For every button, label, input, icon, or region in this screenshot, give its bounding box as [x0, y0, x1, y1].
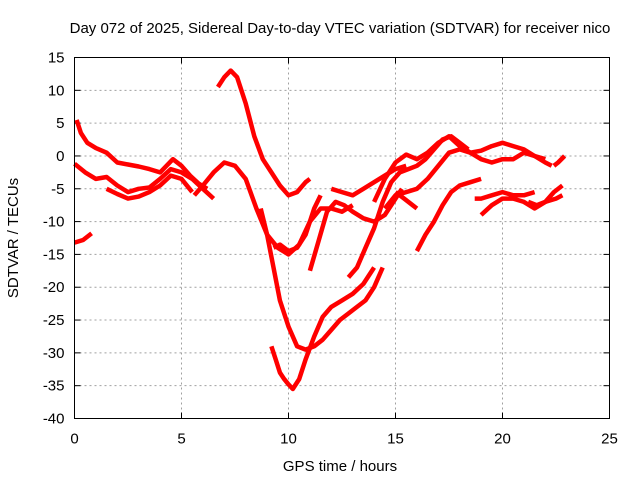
series-line-track-t [552, 154, 567, 168]
series-line-track-n [383, 147, 546, 210]
x-tick-label: 5 [177, 431, 185, 448]
plot-frame [74, 57, 610, 419]
x-tick-label: 15 [387, 431, 404, 448]
x-tick-label: 20 [494, 431, 511, 448]
x-tick-label: 25 [601, 431, 618, 448]
grid-lines [74, 57, 610, 419]
y-tick-label: 5 [56, 115, 64, 132]
series-line-track-g [258, 207, 385, 352]
series-line-track-r [479, 193, 564, 217]
series-line-track-c [105, 173, 194, 201]
series-line-track-k [330, 163, 407, 198]
y-tick-label: 0 [56, 148, 64, 165]
chart-title: Day 072 of 2025, Sidereal Day-to-day VTE… [70, 20, 611, 37]
y-tick-label: 10 [48, 82, 65, 99]
x-axis-label: GPS time / hours [283, 458, 397, 475]
series-line-track-f [192, 160, 354, 257]
y-tick-label: -5 [51, 181, 64, 198]
axes: -40 -35 -30 -25 -20 -15 -10 -5 0 5 10 15 0 5 10 15 20 25 [43, 50, 618, 448]
y-axis-label: SDTVAR / TECUs [5, 178, 22, 298]
series-line-track-j [272, 194, 323, 254]
x-tick-label: 10 [280, 431, 297, 448]
series-line-track-b [73, 162, 216, 201]
y-tick-label: 15 [48, 50, 65, 67]
y-tick-label: -35 [43, 378, 65, 395]
series-line-track-o [394, 190, 419, 211]
series-line-track-p [414, 176, 482, 253]
y-tick-label: -15 [43, 246, 65, 263]
y-tick-label: -25 [43, 312, 65, 329]
y-tick-label: -10 [43, 214, 65, 231]
x-tick-label: 0 [70, 431, 78, 448]
series-line-track-a [74, 119, 209, 191]
data-series [73, 68, 567, 392]
series-line-track-e [216, 68, 312, 198]
series-line-track-h [269, 266, 376, 392]
series-line-track-i [307, 187, 404, 272]
y-tick-label: -30 [43, 345, 65, 362]
series-line-track-s [527, 183, 564, 208]
y-tick-label: -40 [43, 411, 65, 428]
series-line-track-d [73, 231, 93, 245]
series-line-track-q [474, 189, 536, 201]
y-tick-label: -20 [43, 279, 65, 296]
